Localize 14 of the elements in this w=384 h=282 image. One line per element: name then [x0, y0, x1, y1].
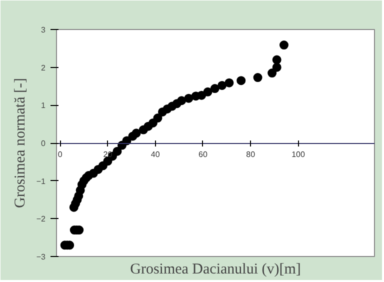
x-tick-label: 0: [58, 150, 63, 159]
y-tick-label: −1: [36, 176, 46, 186]
y-tick-label: 2: [41, 63, 46, 72]
x-tick-label: 80: [246, 150, 256, 159]
y-tick-label: −3: [36, 252, 46, 262]
y-tick-label: 0: [41, 139, 46, 148]
y-tick-label: 1: [41, 101, 46, 110]
x-axis-title: Grosimea Dacianului (v)[m]: [130, 262, 301, 278]
x-tick-label: 60: [198, 150, 208, 159]
x-tick-label: 40: [150, 150, 160, 159]
y-tick-label: 3: [41, 26, 46, 34]
y-tick-label: −2: [36, 214, 46, 224]
y-axis-title: Grosimea normată [-]: [12, 78, 28, 208]
x-tick-label: 100: [292, 150, 306, 159]
